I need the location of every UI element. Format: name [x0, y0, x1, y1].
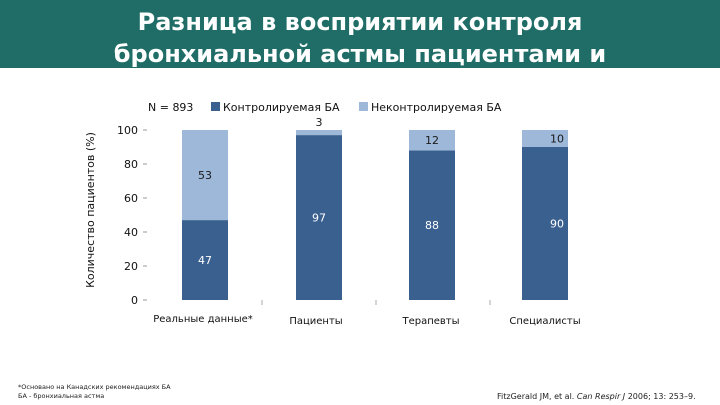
legend-swatch-controlled [211, 102, 220, 111]
y-tick-label: 40 [124, 226, 138, 239]
y-tick-label: 0 [131, 294, 138, 307]
x-category-label: Пациенты [289, 316, 342, 327]
title-line-2: бронхиальной астмы пациентами и [113, 40, 607, 68]
y-tick-label: 80 [124, 158, 138, 171]
bar-controlled [522, 147, 568, 300]
y-tick-label: 60 [124, 192, 138, 205]
bar-uncontrolled [182, 130, 228, 221]
data-label: 12 [425, 134, 439, 147]
legend-label-controlled: Контролируемая БА [223, 101, 340, 114]
citation-details: 2006; 13: 253–9. [627, 392, 696, 401]
citation: FitzGerald JM, et al. Can Respir J 2006;… [497, 392, 696, 401]
bar-controlled [182, 220, 228, 300]
citation-journal: Can Respir J [576, 392, 626, 401]
data-label: 97 [312, 212, 326, 225]
x-category-label: Специалисты [509, 316, 580, 327]
footnote: *Основано на Канадских рекомендациях БА … [18, 383, 171, 401]
legend-swatch-uncontrolled [359, 102, 368, 111]
sample-size-annotation: N = 893 [148, 101, 193, 114]
citation-authors: FitzGerald JM, et al. [497, 392, 575, 401]
bar-uncontrolled [409, 130, 455, 151]
x-category-label: Реальные данные* [153, 314, 253, 325]
data-label: 53 [198, 169, 212, 182]
data-label: 90 [550, 218, 564, 231]
footnote-line-1: *Основано на Канадских рекомендациях БА [18, 383, 171, 391]
bars: 47 53 97 3 88 12 90 10 [182, 116, 568, 300]
bar-uncontrolled [296, 130, 342, 136]
footnote-line-2: БА - бронхиальная астма [18, 392, 105, 400]
bar-controlled [296, 135, 342, 300]
bar-controlled [409, 150, 455, 300]
title-banner: Разница в восприятии контроля бронхиальн… [0, 0, 720, 68]
x-category-label: Терапевты [401, 316, 459, 327]
title-line-1: Разница в восприятии контроля [137, 8, 583, 36]
bar-uncontrolled [522, 130, 568, 147]
data-label: 88 [425, 219, 439, 232]
slide-title: Разница в восприятии контроля бронхиальн… [0, 6, 720, 68]
y-axis-label: Количество пациентов (%) [84, 132, 97, 288]
y-tick-label: 20 [124, 260, 138, 273]
y-tick-label: 100 [117, 124, 138, 137]
legend-label-uncontrolled: Неконтролируемая БА [371, 101, 502, 114]
axes: 0 20 40 60 80 100 Реальные данные* Пациенты Тера… [117, 124, 581, 327]
data-label: 47 [198, 254, 212, 267]
data-label: 10 [550, 133, 564, 146]
data-label: 3 [316, 116, 323, 129]
